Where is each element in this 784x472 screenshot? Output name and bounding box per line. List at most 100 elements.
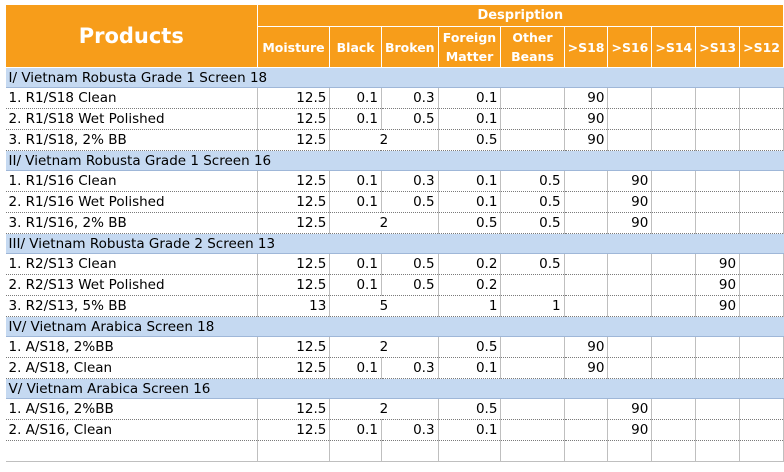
foreign-matter-cell: 0.2 <box>438 274 502 296</box>
screen-s18-cell <box>564 419 609 441</box>
section-row: V/ Vietnam Arabica Screen 16 <box>5 378 784 399</box>
screen-s14-cell <box>651 419 697 441</box>
empty-cell <box>329 440 382 462</box>
screen-s18-cell: 90 <box>564 129 609 151</box>
col-s12: >S12 <box>739 26 784 68</box>
moisture-cell: 12.5 <box>257 129 331 151</box>
screen-s18-cell: 90 <box>564 87 609 109</box>
screen-s12-cell <box>739 419 784 441</box>
products-header: Products <box>5 4 258 68</box>
broken-cell: 0.3 <box>381 170 439 192</box>
screen-s12-cell <box>739 87 784 109</box>
foreign-matter-cell: 0.1 <box>438 87 502 109</box>
broken-cell: 0.3 <box>381 357 439 379</box>
screen-s16-cell <box>607 336 653 358</box>
black-cell: 0.1 <box>329 419 382 441</box>
col-black: Black <box>329 26 382 68</box>
section-title: III/ Vietnam Robusta Grade 2 Screen 13 <box>5 233 784 254</box>
broken-cell: 0.5 <box>381 274 439 296</box>
black-broken-cell: 5 <box>329 295 439 317</box>
foreign-matter-cell: 0.1 <box>438 419 502 441</box>
other-beans-cell: 0.5 <box>500 212 565 234</box>
section-row: III/ Vietnam Robusta Grade 2 Screen 13 <box>5 233 784 254</box>
col-s13: >S13 <box>695 26 741 68</box>
section-row: I/ Vietnam Robusta Grade 1 Screen 18 <box>5 67 784 88</box>
screen-s16-cell: 90 <box>607 212 653 234</box>
table-row: 1. A/S16, 2%BB 12.5 2 0.5 90 <box>5 398 784 420</box>
screen-s13-cell <box>695 170 741 192</box>
screen-s16-cell <box>607 129 653 151</box>
foreign-matter-cell: 0.1 <box>438 191 502 213</box>
table-row: 1. R2/S13 Clean 12.5 0.1 0.5 0.2 0.5 90 <box>5 253 784 275</box>
screen-s14-cell <box>651 108 697 130</box>
broken-cell: 0.5 <box>381 191 439 213</box>
empty-cell <box>607 440 653 462</box>
other-beans-cell <box>500 87 565 109</box>
moisture-cell: 12.5 <box>257 398 331 420</box>
screen-s12-cell <box>739 191 784 213</box>
section-title: IV/ Vietnam Arabica Screen 18 <box>5 316 784 337</box>
screen-s18-cell <box>564 295 609 317</box>
table-row: 1. R1/S18 Clean 12.5 0.1 0.3 0.1 90 <box>5 87 784 109</box>
screen-s16-cell <box>607 357 653 379</box>
product-name-cell: 2. R2/S13 Wet Polished <box>5 274 258 296</box>
table-row: 2. R1/S18 Wet Polished 12.5 0.1 0.5 0.1 90 <box>5 108 784 130</box>
table-body: I/ Vietnam Robusta Grade 1 Screen 18 1. R… <box>5 67 784 462</box>
screen-s12-cell <box>739 336 784 358</box>
col-s16: >S16 <box>607 26 653 68</box>
screen-s12-cell <box>739 295 784 317</box>
products-table: Products Despription Moisture Black Brok… <box>5 4 784 462</box>
black-cell: 0.1 <box>329 191 382 213</box>
col-moisture: Moisture <box>256 26 331 68</box>
product-name-cell: 3. R1/S16, 2% BB <box>5 212 258 234</box>
foreign-matter-cell: 0.5 <box>438 129 502 151</box>
product-name-cell: 3. R2/S13, 5% BB <box>5 295 258 317</box>
screen-s13-cell <box>695 108 741 130</box>
black-broken-cell: 2 <box>329 212 439 234</box>
screen-s13-cell <box>695 336 741 358</box>
section-row: IV/ Vietnam Arabica Screen 18 <box>5 316 784 337</box>
moisture-cell: 12.5 <box>257 87 331 109</box>
empty-row <box>5 440 784 462</box>
empty-cell <box>257 440 331 462</box>
product-name-cell: 3. R1/S18, 2% BB <box>5 129 258 151</box>
screen-s14-cell <box>651 295 697 317</box>
screen-s18-cell: 90 <box>564 357 609 379</box>
other-beans-cell: 0.5 <box>500 170 565 192</box>
foreign-matter-cell: 0.5 <box>438 398 502 420</box>
moisture-cell: 12.5 <box>257 212 331 234</box>
screen-s16-cell <box>607 274 653 296</box>
screen-s13-cell <box>695 419 741 441</box>
black-broken-cell: 2 <box>329 129 439 151</box>
table-row: 2. A/S16, Clean 12.5 0.1 0.3 0.1 90 <box>5 419 784 441</box>
other-beans-cell <box>500 129 565 151</box>
screen-s16-cell <box>607 87 653 109</box>
screen-s16-cell: 90 <box>607 191 653 213</box>
screen-s12-cell <box>739 357 784 379</box>
screen-s12-cell <box>739 212 784 234</box>
screen-s13-cell <box>695 357 741 379</box>
screen-s12-cell <box>739 274 784 296</box>
screen-s14-cell <box>651 253 697 275</box>
product-name-cell: 2. R1/S18 Wet Polished <box>5 108 258 130</box>
screen-s14-cell <box>651 170 697 192</box>
black-broken-cell: 2 <box>329 336 439 358</box>
black-cell: 0.1 <box>329 357 382 379</box>
empty-cell <box>5 440 258 462</box>
empty-cell <box>695 440 741 462</box>
empty-cell <box>438 440 502 462</box>
black-cell: 0.1 <box>329 87 382 109</box>
screen-s13-cell <box>695 87 741 109</box>
section-title: II/ Vietnam Robusta Grade 1 Screen 16 <box>5 150 784 171</box>
screen-s13-cell <box>695 398 741 420</box>
screen-s16-cell <box>607 295 653 317</box>
moisture-cell: 12.5 <box>257 357 331 379</box>
moisture-cell: 12.5 <box>257 274 331 296</box>
screen-s13-cell: 90 <box>695 295 741 317</box>
other-beans-cell: 0.5 <box>500 191 565 213</box>
screen-s16-cell: 90 <box>607 419 653 441</box>
screen-s14-cell <box>651 87 697 109</box>
col-broken: Broken <box>380 26 439 68</box>
product-name-cell: 1. A/S18, 2%BB <box>5 336 258 358</box>
col-s18: >S18 <box>563 26 609 68</box>
